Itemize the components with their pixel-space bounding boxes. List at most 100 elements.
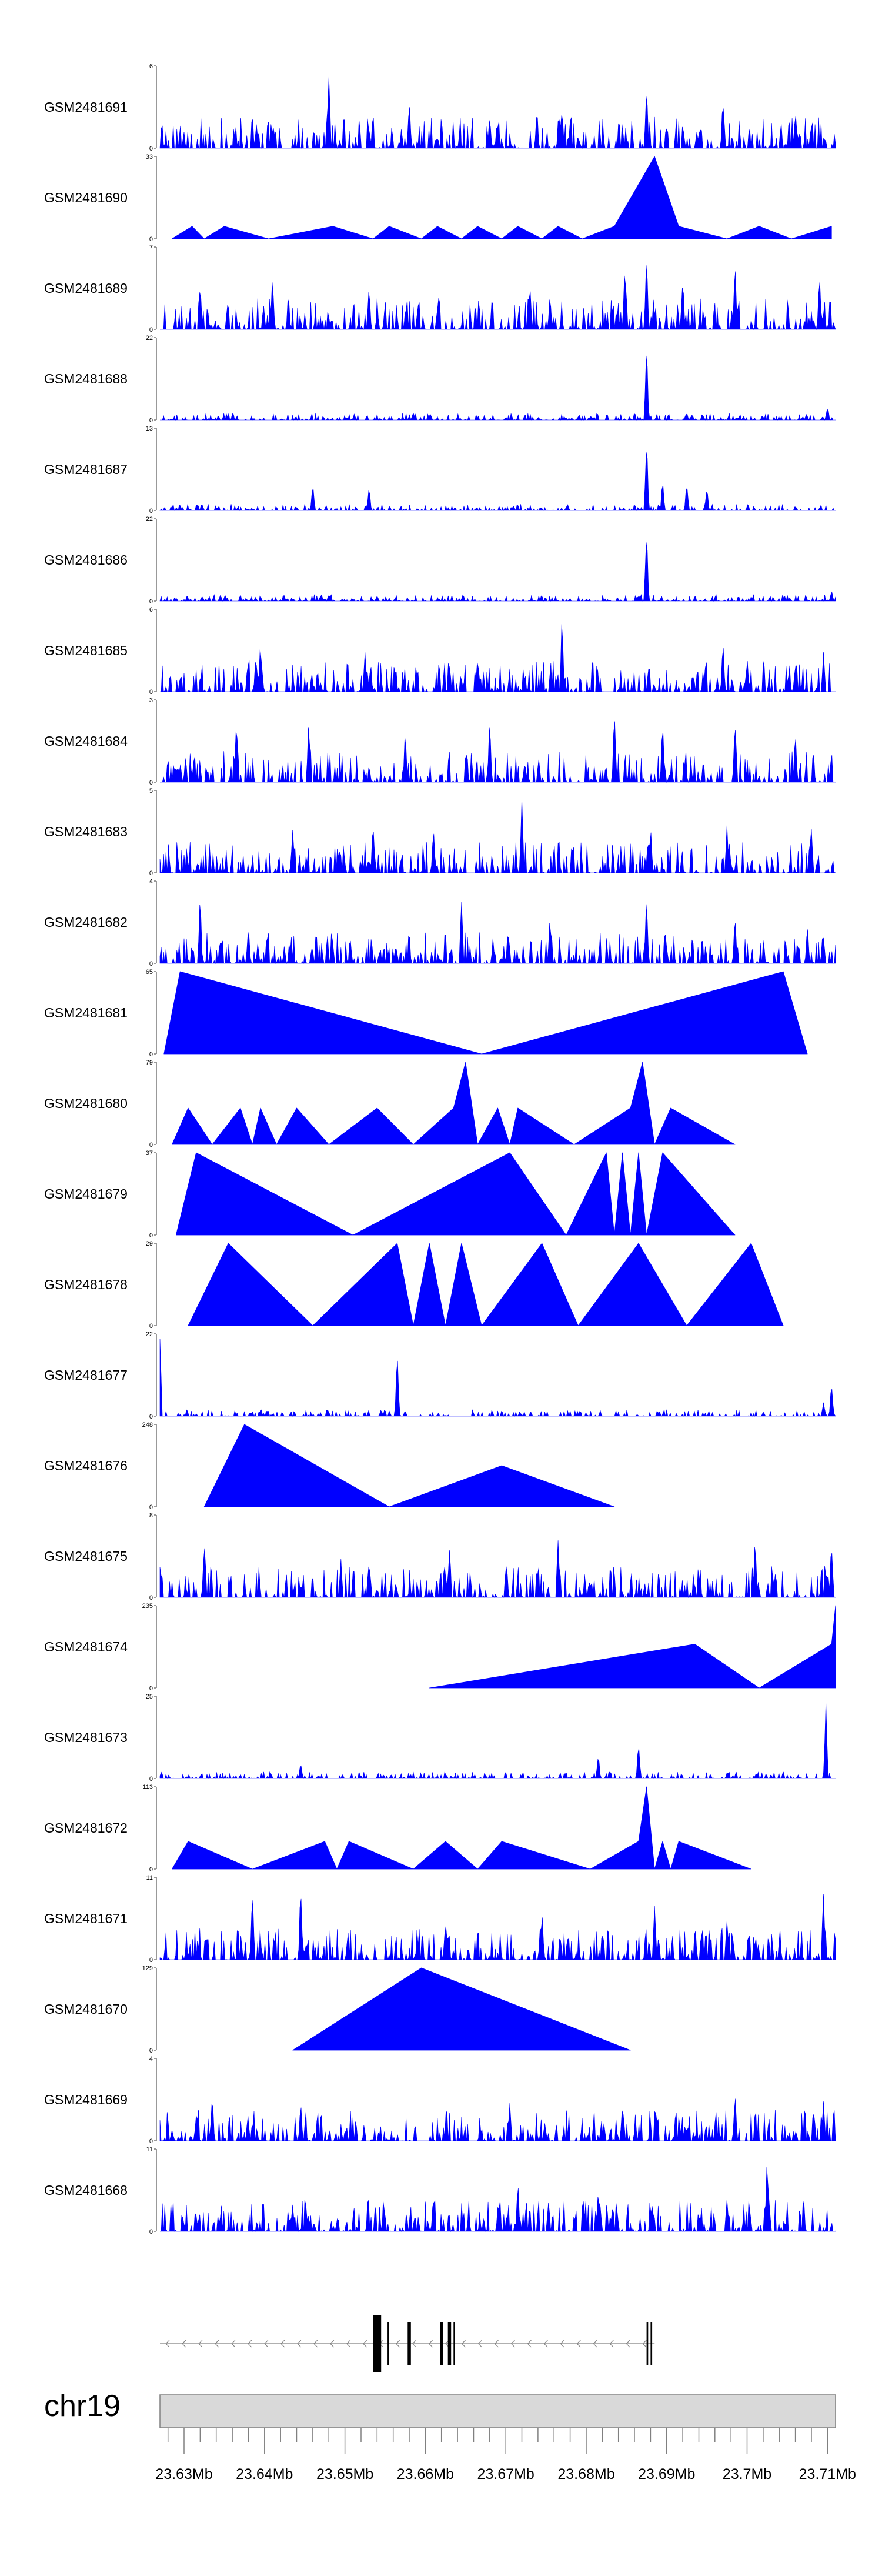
track-GSM2481676: GSM2481676 248 0 [44,1422,615,1511]
track-GSM2481670: GSM2481670 129 0 [44,1965,631,2054]
track-ymax-label: 11 [146,2146,153,2153]
track-ymin-label: 0 [149,2228,153,2235]
coverage-area [159,542,836,602]
coverage-area [172,1786,751,1870]
axis-tick-label: 23.67Mb [477,2466,534,2482]
track-GSM2481685: GSM2481685 6 0 [44,606,836,696]
track-GSM2481678: GSM2481678 29 0 [44,1240,784,1330]
track-GSM2481686: GSM2481686 22 0 [44,516,836,605]
strand-arrow-icon [313,2340,318,2348]
axis-tick-label: 23.64Mb [236,2466,293,2482]
coverage-area [160,624,836,693]
coverage-area [160,721,836,783]
strand-arrow-icon [576,2340,581,2348]
strand-arrow-icon [329,2340,335,2348]
strand-arrow-icon [445,2340,449,2348]
strand-arrow-icon [231,2340,236,2348]
track-label: GSM2481669 [44,2092,128,2107]
coverage-area [159,2098,836,2142]
track-ymin-label: 0 [149,1685,153,1692]
track-ymin-label: 0 [149,326,153,333]
track-GSM2481690: GSM2481690 33 0 [44,154,832,243]
track-ymin-label: 0 [149,1051,153,1058]
track-ymax-label: 25 [146,1693,153,1700]
coverage-area [159,452,836,511]
track-GSM2481689: GSM2481689 7 0 [44,244,836,333]
track-ymax-label: 22 [146,335,153,342]
strand-arrow-icon [412,2340,417,2348]
track-ymax-label: 11 [146,1874,153,1881]
track-GSM2481682: GSM2481682 4 0 [44,878,836,967]
track-ymin-label: 0 [149,1323,153,1330]
axis-tick-label: 23.7Mb [723,2466,771,2482]
track-label: GSM2481679 [44,1186,128,1202]
strand-arrow-icon [346,2340,351,2348]
track-label: GSM2481681 [44,1005,128,1020]
track-GSM2481668: GSM2481668 11 0 [44,2146,836,2235]
genome-axis-track: chr19 23.63Mb 23.64Mb 23.65Mb 23.66Mb 23.67M… [44,2389,856,2482]
track-label: GSM2481670 [44,2001,128,2017]
data-tracks: GSM248169160GSM2481690330GSM248168970GSM… [44,63,836,2235]
gene-exon [387,2322,389,2365]
track-GSM2481673: GSM2481673 25 0 [44,1693,836,1783]
track-GSM2481681: GSM2481681 65 0 [44,969,808,1058]
track-ymax-label: 29 [146,1240,153,1247]
strand-arrow-icon [215,2340,219,2348]
track-ymin-label: 0 [149,779,153,786]
strand-arrow-icon [626,2340,630,2348]
strand-arrow-icon [296,2340,302,2348]
coverage-area [203,1424,615,1507]
track-GSM2481691: GSM2481691 6 0 [44,63,836,152]
track-label: GSM2481675 [44,1549,128,1564]
track-label: GSM2481689 [44,281,128,296]
track-label: GSM2481687 [44,462,128,477]
track-ymax-label: 129 [142,1965,153,1972]
track-label: GSM2481688 [44,371,128,386]
coverage-area [176,1152,736,1236]
gene-exon [447,2322,452,2365]
strand-arrow-icon [182,2340,186,2348]
track-ymin-label: 0 [149,145,153,152]
axis-tick-label: 23.66Mb [397,2466,454,2482]
track-ymin-label: 0 [149,1776,153,1783]
coverage-area [429,1605,836,1689]
track-ymax-label: 4 [149,2056,153,2063]
track-ymax-label: 65 [146,969,153,976]
coverage-area [160,2167,836,2233]
track-ymax-label: 13 [146,425,153,432]
track-label: GSM2481674 [44,1639,128,1654]
track-GSM2481684: GSM2481684 3 0 [44,697,836,786]
track-label: GSM2481682 [44,915,128,930]
coverage-area [160,265,836,331]
track-label: GSM2481680 [44,1096,128,1111]
axis-tick-label: 23.69Mb [638,2466,695,2482]
track-ymax-label: 3 [149,697,153,704]
strand-arrow-icon [527,2340,532,2348]
axis-tick-label: 23.63Mb [155,2466,212,2482]
coverage-area [159,76,836,149]
track-ymin-label: 0 [149,1957,153,1964]
strand-arrow-icon [248,2340,252,2348]
coverage-area [172,1062,736,1145]
strand-arrow-icon [560,2340,564,2348]
track-label: GSM2481676 [44,1458,128,1473]
track-label: GSM2481683 [44,824,128,839]
track-GSM2481674: GSM2481674 235 0 [44,1603,836,1692]
strand-arrow-icon [593,2340,597,2348]
track-GSM2481675: GSM2481675 8 0 [44,1512,836,1601]
coverage-area [159,1540,836,1599]
track-GSM2481672: GSM2481672 113 0 [44,1784,751,1873]
track-ymin-label: 0 [149,689,153,696]
strand-arrow-icon [477,2340,482,2348]
strand-arrow-icon [510,2340,515,2348]
track-label: GSM2481672 [44,1820,128,1836]
track-ymin-label: 0 [149,1866,153,1873]
track-GSM2481669: GSM2481669 4 0 [44,2056,836,2145]
strand-arrow-icon [461,2340,466,2348]
track-label: GSM2481691 [44,99,128,115]
track-label: GSM2481671 [44,1911,128,1926]
track-ymin-label: 0 [149,960,153,967]
gene-model-track [160,2315,655,2372]
track-ymax-label: 4 [149,878,153,885]
strand-arrow-icon [362,2340,368,2348]
